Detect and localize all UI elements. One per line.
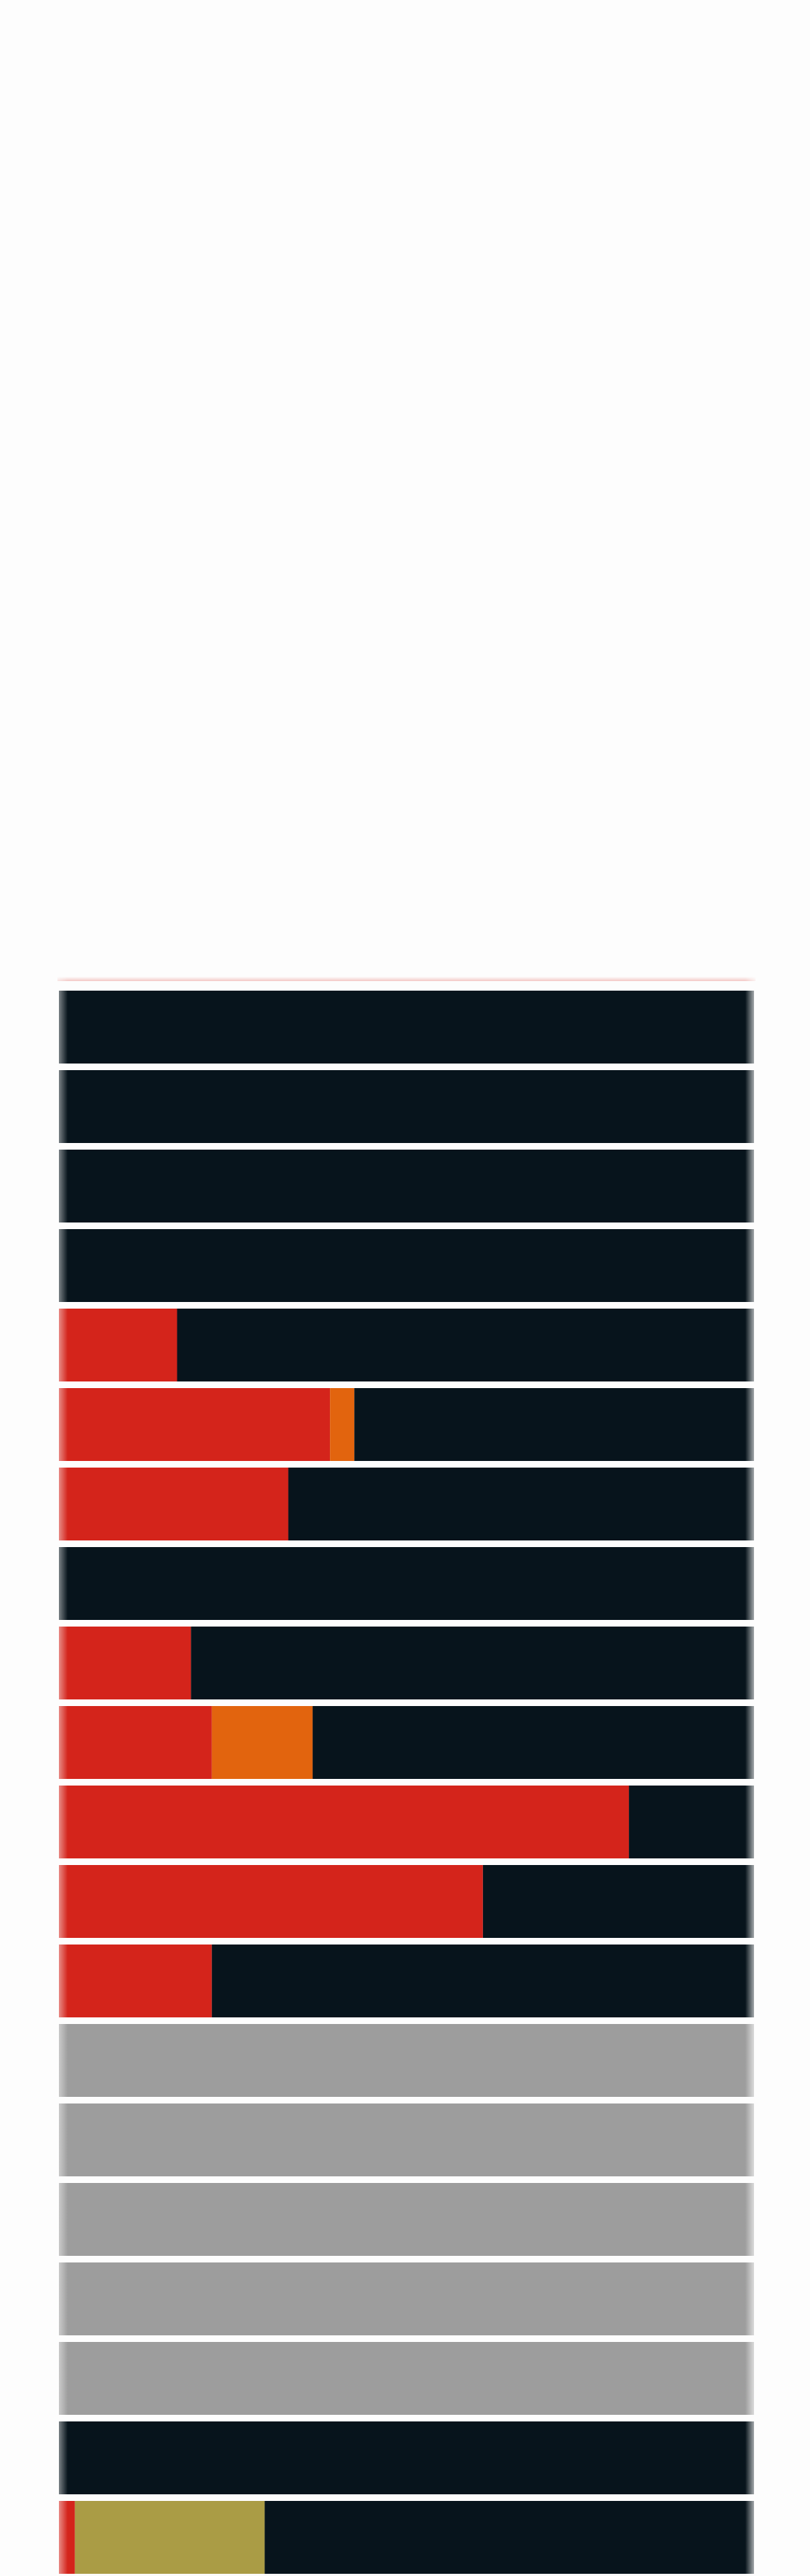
bar-segment-row6-series2 — [330, 1388, 355, 1461]
bar-row-13 — [59, 1945, 754, 2017]
bar-row-12 — [59, 1865, 754, 1938]
bar-row-20 — [59, 2501, 754, 2574]
bar-segment-row10-series1 — [59, 1706, 212, 1779]
bar-segment-row7-series5 — [288, 1468, 754, 1540]
bar-segment-row10-series2 — [211, 1706, 313, 1779]
bar-row-5 — [59, 1309, 755, 1381]
bar-segment-row17-series4 — [59, 2262, 754, 2335]
bar-row-9 — [59, 1627, 754, 1699]
bar-segment-row9-series1 — [59, 1627, 191, 1699]
bar-row-1 — [59, 991, 754, 1064]
bar-row-6 — [59, 1388, 754, 1461]
bar-segment-row14-series4 — [59, 2024, 754, 2097]
bar-segment-row16-series4 — [59, 2183, 754, 2256]
bar-segment-row2-series5 — [59, 1070, 754, 1143]
bar-row-14 — [59, 2024, 754, 2097]
bar-row-18 — [59, 2342, 754, 2415]
bar-segment-row9-series5 — [191, 1627, 754, 1699]
bar-segment-row15-series4 — [59, 2103, 754, 2176]
bar-segment-row5-series5 — [177, 1309, 755, 1381]
bar-segment-row20-series3 — [74, 2501, 265, 2574]
bar-row-2 — [59, 1070, 754, 1143]
bar-row-15 — [59, 2103, 754, 2176]
bar-row-17 — [59, 2262, 754, 2335]
bar-segment-row11-series5 — [629, 1786, 754, 1858]
bar-row-16 — [59, 2183, 754, 2256]
bar-segment-row1-series5 — [59, 991, 754, 1064]
bar-segment-row19-series5 — [59, 2421, 754, 2494]
bar-segment-row12-series5 — [482, 1865, 754, 1938]
bar-segment-row20-series1 — [59, 2501, 75, 2574]
bar-segment-row13-series1 — [59, 1945, 212, 2017]
bar-segment-row8-series5 — [59, 1547, 754, 1620]
bar-row-10 — [59, 1706, 754, 1779]
bar-segment-row7-series1 — [59, 1468, 289, 1540]
bar-segment-row4-series5 — [59, 1229, 754, 1302]
bar-row-4 — [59, 1229, 754, 1302]
bar-segment-row18-series4 — [59, 2342, 754, 2415]
bar-segment-row20-series5 — [264, 2501, 754, 2574]
bar-row-7 — [59, 1468, 754, 1540]
bar-segment-row6-series5 — [354, 1388, 754, 1461]
bar-segment-row11-series1 — [59, 1786, 630, 1858]
bar-segment-row13-series5 — [211, 1945, 754, 2017]
bar-row-19 — [59, 2421, 754, 2494]
bar-row-3 — [59, 1150, 754, 1222]
bar-row-11 — [59, 1786, 754, 1858]
bar-row-8 — [59, 1547, 754, 1620]
bar-segment-row10-series5 — [312, 1706, 754, 1779]
bar-segment-row12-series1 — [59, 1865, 483, 1938]
bar-segment-row3-series5 — [59, 1150, 754, 1222]
bar-segment-row5-series1 — [59, 1309, 177, 1381]
bar-segment-row6-series1 — [59, 1388, 331, 1461]
